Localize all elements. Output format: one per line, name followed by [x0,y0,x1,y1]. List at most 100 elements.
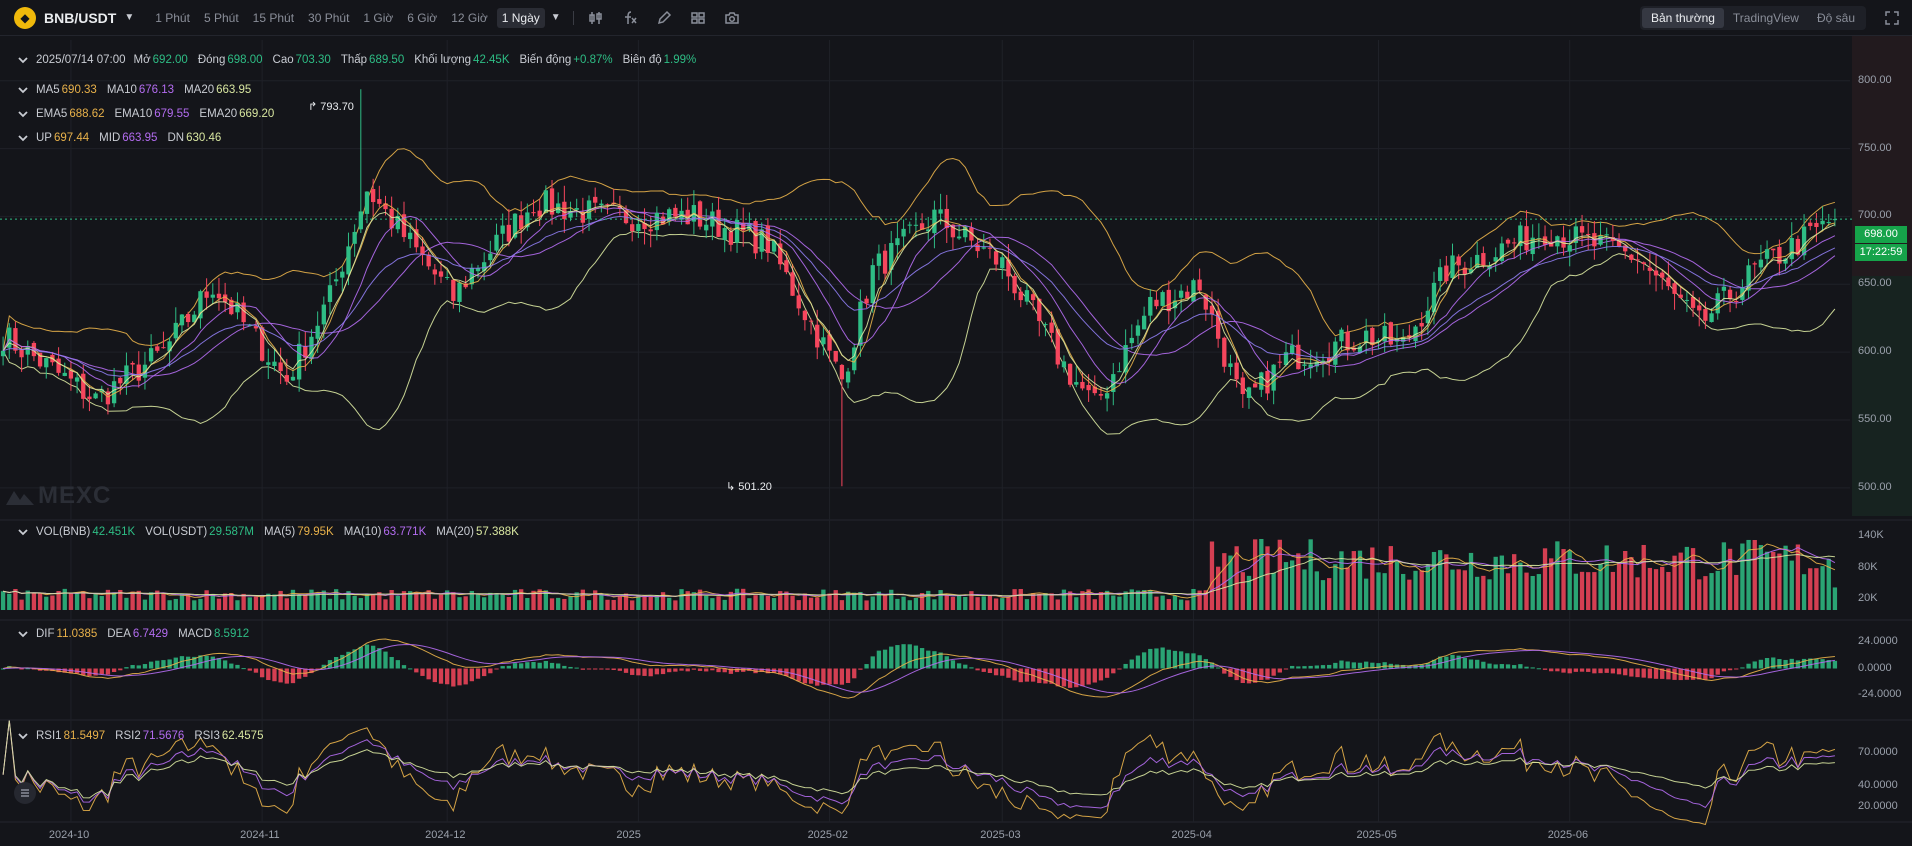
macd-histogram-bar [1666,668,1671,680]
interval-tab-7[interactable]: 1 Ngày [496,7,545,28]
view-tab-0[interactable]: Bản thường [1641,8,1724,28]
candle-body [1771,248,1776,251]
volume-bar [1123,591,1128,610]
volume-bar [173,598,178,610]
camera-snapshot-icon[interactable] [722,8,742,28]
chevron-down-icon[interactable] [18,527,28,537]
low-annotation: ↳ 501.20 [726,481,772,493]
chevron-down-icon[interactable] [18,85,28,95]
macd-histogram-bar [1135,655,1141,669]
pair-selector[interactable]: BNB/USDT [44,9,117,26]
interval-tab-6[interactable]: 12 Giờ [451,10,488,25]
volume-bar [1450,569,1455,610]
candle-body [1721,286,1727,291]
vol-ma5-value: 79.95K [297,526,334,538]
macd-histogram-bar [537,662,542,669]
macd-histogram-bar [1764,658,1770,669]
candle-body [562,201,567,220]
layout-grid-icon[interactable] [688,8,708,28]
candle-body [901,228,906,237]
volume-bar [389,590,394,610]
candle-body [155,346,160,351]
candle-body [105,391,111,405]
view-tab-2[interactable]: Độ sâu [1816,11,1855,25]
candle-body [370,189,376,203]
interval-tab-1[interactable]: 5 Phút [203,10,239,25]
chevron-down-icon[interactable] [18,55,28,65]
macd-histogram-bar [1320,665,1326,669]
candle-body [315,325,320,339]
interval-tab-5[interactable]: 6 Giờ [407,10,438,25]
volume-bar [1672,555,1677,610]
macd-histogram-bar [1629,668,1634,677]
time-tick-5: 2025-03 [980,829,1021,841]
pair-dropdown-icon[interactable]: ▼ [124,12,135,23]
volume-bar [315,592,320,610]
macd-histogram-bar [1518,664,1523,669]
kline-chart[interactable] [0,36,1912,846]
macd-histogram-bar [185,656,191,669]
interval-tab-2[interactable]: 15 Phút [252,10,295,25]
macd-histogram-bar [691,668,697,670]
candle-body [1117,371,1122,373]
interval-tab-0[interactable]: 1 Phút [155,10,190,25]
candle-body [407,232,413,240]
macd-histogram-bar [167,659,172,669]
volume-bar [1536,574,1542,610]
macd-histogram-bar [1604,668,1609,673]
macd-tick-0: 24.0000 [1858,635,1898,648]
macd-histogram-bar [993,668,999,676]
chevron-down-icon[interactable] [18,731,28,741]
volume-bar [1407,579,1412,610]
volume-bar [685,591,690,610]
candle-body [74,377,80,382]
candle-body [919,223,925,230]
interval-tab-4[interactable]: 1 Giờ [363,10,394,25]
chevron-down-icon[interactable] [18,133,28,143]
draw-pencil-icon[interactable] [654,8,674,28]
volume-bar [1197,590,1202,610]
macd-histogram-bar [1758,659,1764,669]
macd-histogram-bar [130,665,135,669]
volume-bar [99,596,104,610]
volume-bar [222,593,228,610]
volume-bar [0,591,6,610]
chevron-down-icon[interactable] [18,109,28,119]
indicator-fx-icon[interactable] [620,8,640,28]
candle-type-icon[interactable] [586,8,606,28]
candle-body [1758,259,1764,268]
candle-body [889,242,894,270]
volume-bar [1783,545,1788,610]
fullscreen-icon[interactable] [1884,10,1900,26]
candle-body [383,203,388,210]
chart-settings-button[interactable] [14,782,36,804]
volume-bar [253,596,259,610]
macd-histogram-bar [438,668,444,684]
interval-tab-3[interactable]: 30 Phút [308,10,350,25]
mexc-watermark: MEXC [6,482,111,510]
volume-bar [1314,571,1319,610]
chevron-down-icon[interactable] [18,629,28,639]
volume-bar [654,595,660,610]
interval-dropdown-icon[interactable]: ▼ [550,12,561,23]
candle-body [1012,275,1017,294]
candle-body [111,381,117,404]
macd-histogram-bar [1715,668,1720,675]
candle-body [1653,270,1659,276]
dea-value: 6.7429 [132,628,169,640]
volume-bar [62,588,67,610]
candle-body [1573,226,1579,243]
macd-histogram-bar [407,668,413,670]
volume-bar [216,598,222,610]
volume-bar [482,597,487,610]
candle-body [340,271,345,278]
volume-bar [1808,568,1813,610]
candle-body [833,350,838,362]
view-tab-1[interactable]: TradingView [1732,11,1799,25]
volume-bar [1586,572,1591,610]
volume-bar [1573,573,1579,610]
volume-bar [1203,590,1208,610]
macd-histogram-bar [1141,652,1147,669]
macd-histogram-bar [802,668,808,684]
macd-tick-2: -24.0000 [1858,687,1902,700]
